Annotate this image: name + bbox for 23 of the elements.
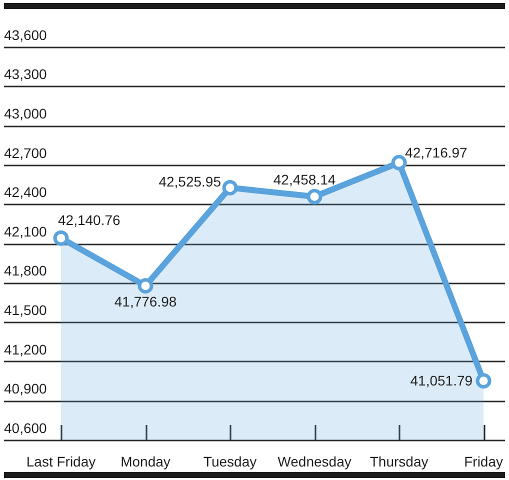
data-label: 42,140.76 [58, 212, 120, 228]
x-tick-label: Tuesday [203, 453, 257, 470]
y-tick-label: 41,200 [4, 341, 48, 358]
y-tick-label: 42,400 [4, 184, 48, 200]
y-tick-label: 42,700 [4, 144, 48, 161]
y-tick-label: 43,300 [4, 66, 48, 82]
data-label: 41,776.98 [114, 294, 177, 310]
data-label: 42,716.97 [405, 144, 468, 161]
x-tick-label: Wednesday [278, 453, 352, 470]
y-tick-label: 41,500 [4, 302, 48, 318]
x-tick-label: Thursday [370, 453, 428, 470]
data-label: 42,525.95 [158, 174, 222, 190]
y-tick-label: 43,600 [4, 26, 48, 43]
data-label: 41,051.79 [410, 372, 473, 389]
y-tick-label: 40,900 [4, 380, 48, 397]
x-tick-label: Last Friday [26, 453, 96, 470]
x-tick-label: Monday [120, 453, 170, 470]
x-tick-label: Friday [464, 453, 504, 470]
data-label: 42,458.14 [273, 171, 336, 188]
y-tick-label: 40,600 [4, 420, 48, 436]
y-tick-label: 42,100 [4, 223, 48, 240]
y-tick-label: 43,000 [4, 105, 48, 122]
y-tick-label: 41,800 [4, 262, 48, 279]
